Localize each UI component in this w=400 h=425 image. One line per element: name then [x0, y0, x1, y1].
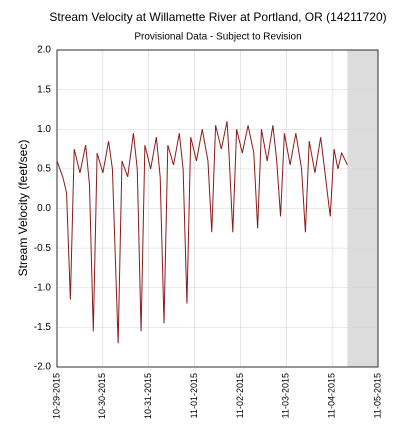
y-tick-label: -0.5 — [34, 243, 52, 254]
x-tick-label: 11-01-2015 — [189, 373, 199, 418]
x-tick-label: 10-31-2015 — [143, 373, 153, 419]
y-tick-label: 1.5 — [37, 84, 51, 95]
y-tick-label: 1.0 — [37, 124, 51, 135]
y-tick-label: -1.0 — [34, 282, 52, 293]
y-axis-label: Stream Velocity (feet/sec) — [16, 140, 30, 277]
x-tick-label: 11-05-2015 — [372, 373, 382, 418]
x-tick-label: 11-04-2015 — [327, 373, 337, 418]
x-tick-label: 10-30-2015 — [97, 373, 107, 419]
y-tick-label: 2.0 — [37, 45, 51, 56]
y-tick-label: 0.5 — [37, 164, 51, 175]
y-tick-label: -1.5 — [34, 322, 52, 333]
y-tick-label: 0.0 — [37, 203, 51, 214]
y-tick-label: -2.0 — [34, 362, 52, 373]
x-tick-label: 11-02-2015 — [235, 373, 245, 418]
data-line — [56, 121, 348, 344]
chart-subtitle: Provisional Data - Subject to Revision — [134, 32, 301, 43]
x-tick-label: 10-29-2015 — [51, 373, 61, 419]
plot-frame — [56, 49, 379, 368]
x-tick-label: 11-03-2015 — [281, 373, 291, 418]
chart-title: Stream Velocity at Willamette River at P… — [49, 10, 386, 24]
